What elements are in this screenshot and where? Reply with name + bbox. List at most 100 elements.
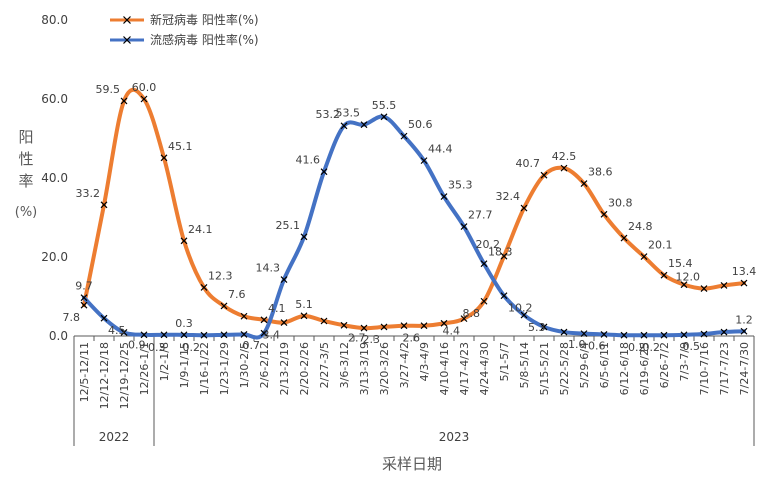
flu-point bbox=[680, 331, 688, 339]
flu-point bbox=[720, 328, 728, 336]
covid-point bbox=[220, 302, 228, 310]
flu-point bbox=[120, 329, 128, 336]
covid-point bbox=[80, 301, 88, 309]
flu-data-label: 53.2 bbox=[316, 108, 341, 121]
x-tick-label: 1/16-1/22 bbox=[198, 342, 211, 395]
flu-point bbox=[740, 327, 748, 335]
legend: 新冠病毒 阳性率(%) 流感病毒 阳性率(%) bbox=[110, 12, 259, 47]
flu-point bbox=[520, 311, 528, 319]
y-axis-title: 阳性率 (%) bbox=[15, 128, 38, 220]
flu-point bbox=[280, 276, 288, 283]
flu-point bbox=[240, 330, 248, 338]
x-tick-label: 12/19-12/25 bbox=[118, 342, 131, 409]
x-tick-label: 2/20-2/26 bbox=[298, 342, 311, 395]
x-tick-label: 5/22-5/28 bbox=[558, 342, 571, 395]
covid-data-label: 2.3 bbox=[363, 333, 381, 346]
covid-data-label: 38.6 bbox=[588, 166, 613, 179]
covid-data-label: 32.4 bbox=[496, 190, 521, 203]
x-tick-label: 7/3-7/9 bbox=[678, 342, 691, 381]
x-tick-label: 5/8-5/14 bbox=[518, 342, 531, 388]
covid-data-label: 4.4 bbox=[443, 325, 461, 338]
x-tick-label: 4/24-4/30 bbox=[478, 342, 491, 395]
flu-point bbox=[80, 294, 88, 302]
covid-point bbox=[580, 180, 588, 187]
flu-point bbox=[100, 314, 108, 322]
flu-data-label: 50.6 bbox=[408, 118, 433, 131]
flu-data-label: 41.6 bbox=[296, 154, 321, 167]
covid-data-label: 3.4 bbox=[263, 329, 281, 342]
x-tick-label: 6/26-7/2 bbox=[658, 342, 671, 388]
covid-point bbox=[340, 321, 348, 329]
covid-data-label: 2.6 bbox=[403, 332, 421, 345]
covid-point bbox=[620, 234, 628, 242]
flu-data-label: 44.4 bbox=[428, 143, 453, 156]
flu-point bbox=[340, 122, 348, 130]
x-tick-label: 3/13-3/19 bbox=[358, 342, 371, 395]
x-tick-label: 7/24-7/30 bbox=[738, 342, 751, 395]
flu-data-label: 1.2 bbox=[735, 313, 753, 326]
covid-data-label: 33.2 bbox=[76, 187, 101, 200]
series-markers bbox=[80, 95, 748, 339]
x-tick-label: 3/27-4/2 bbox=[398, 342, 411, 388]
y-axis-title-char: 阳 bbox=[18, 128, 33, 146]
covid-data-label: 15.4 bbox=[668, 257, 693, 270]
covid-point bbox=[360, 324, 368, 332]
covid-point bbox=[500, 252, 508, 260]
flu-point bbox=[300, 233, 308, 241]
flu-point bbox=[540, 323, 548, 331]
x-tick-label: 1/30-2/5 bbox=[238, 342, 251, 388]
y-tick-label: 80.0 bbox=[41, 13, 68, 27]
flu-data-label: 14.3 bbox=[256, 262, 281, 275]
flu-point bbox=[480, 260, 488, 268]
covid-data-label: 2.7 bbox=[348, 331, 366, 344]
x-tick-label: 6/5-6/11 bbox=[598, 342, 611, 388]
covid-point bbox=[420, 322, 428, 330]
covid-data-label: 8.8 bbox=[463, 307, 481, 320]
covid-data-label: 45.1 bbox=[168, 140, 193, 153]
y-tick-label: 0.0 bbox=[49, 329, 68, 343]
flu-data-label: 0.7 bbox=[243, 339, 261, 352]
series-line-flu bbox=[82, 114, 746, 340]
covid-point bbox=[480, 297, 488, 305]
covid-data-label: 60.0 bbox=[132, 81, 157, 94]
x-tick-label: 3/20-3/26 bbox=[378, 342, 391, 395]
flu-point bbox=[600, 330, 608, 338]
covid-data-label: 30.8 bbox=[608, 196, 633, 209]
covid-point bbox=[520, 204, 528, 212]
flu-point bbox=[380, 113, 388, 121]
covid-data-label: 20.2 bbox=[476, 238, 501, 251]
covid-point bbox=[740, 279, 748, 287]
x-tick-label: 5/15-5/21 bbox=[538, 342, 551, 395]
covid-point bbox=[540, 171, 548, 179]
x-tick-label: 1/2-1/8 bbox=[158, 342, 171, 381]
y-tick-label: 60.0 bbox=[41, 92, 68, 106]
flu-data-label: 4.5 bbox=[108, 324, 126, 337]
x-tick-label: 2/13-2/19 bbox=[278, 342, 291, 395]
covid-data-label: 7.8 bbox=[63, 311, 81, 324]
flu-point bbox=[400, 132, 408, 140]
x-axis-ticks: 12/5-12/11 12/12-12/18 12/19-12/25 12/26-1/… bbox=[78, 342, 751, 409]
covid-point bbox=[280, 319, 288, 326]
y-tick-label: 20.0 bbox=[41, 250, 68, 264]
covid-data-label: 42.5 bbox=[552, 150, 577, 163]
flu-point bbox=[360, 121, 368, 129]
covid-data-label: 59.5 bbox=[96, 83, 121, 96]
flu-point bbox=[500, 292, 508, 300]
year-groups: 2022 2023 bbox=[99, 430, 470, 444]
flu-point bbox=[620, 331, 628, 339]
covid-point bbox=[320, 317, 328, 325]
flu-data-label: 18.3 bbox=[488, 246, 513, 259]
x-tick-label: 5/1-5/7 bbox=[498, 342, 511, 381]
legend-item-flu: 流感病毒 阳性率(%) bbox=[110, 32, 259, 47]
legend-label-covid: 新冠病毒 阳性率(%) bbox=[150, 12, 259, 27]
flu-data-label: 0.2 bbox=[183, 341, 201, 354]
x-tick-label: 1/9-1/15 bbox=[178, 342, 191, 388]
data-labels: 7.8 33.2 59.5 60.0 45.1 24.1 12.3 7.6 4.1 3.4 5.1 2… bbox=[63, 81, 757, 354]
covid-point bbox=[380, 323, 388, 331]
flu-point bbox=[560, 328, 568, 336]
flu-point bbox=[180, 331, 188, 339]
covid-data-label: 4.1 bbox=[268, 302, 286, 315]
flu-data-label: 0.5 bbox=[683, 340, 701, 353]
flu-data-label: 0.9 bbox=[128, 338, 146, 351]
y-axis-title-char: (%) bbox=[15, 205, 38, 220]
